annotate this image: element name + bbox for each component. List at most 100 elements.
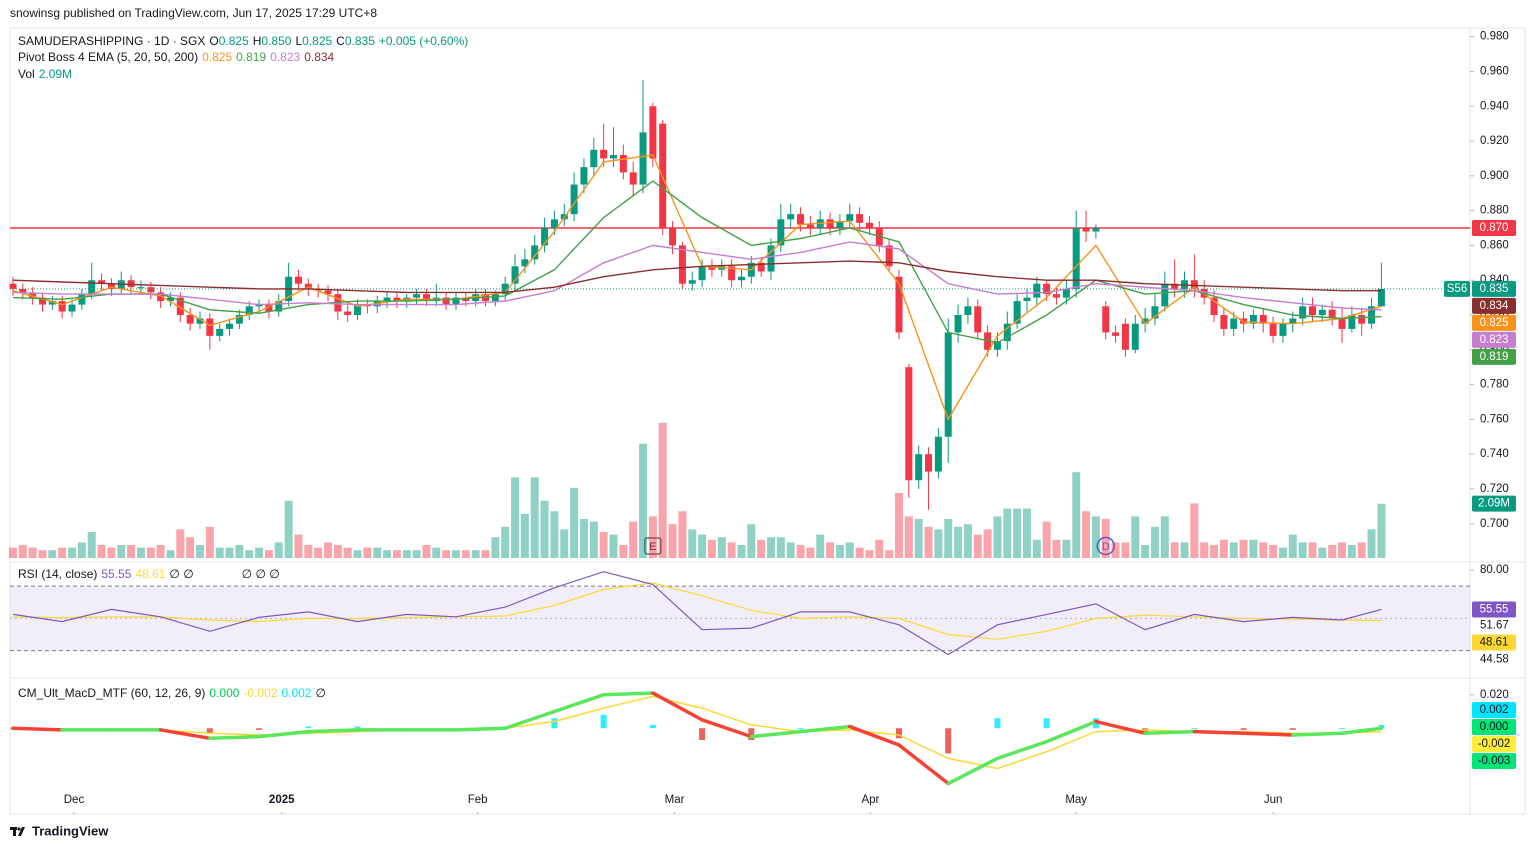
volume-bar xyxy=(865,550,874,558)
candle-body xyxy=(688,280,696,284)
volume-bar xyxy=(481,550,490,558)
volume-bar xyxy=(1022,508,1031,558)
volume-bar xyxy=(688,529,697,558)
candle-body xyxy=(186,315,194,324)
legend-item: 2.09M xyxy=(39,67,72,81)
histogram-bar xyxy=(354,726,361,729)
volume-bar xyxy=(1219,539,1228,558)
candle-body xyxy=(1171,283,1179,289)
y-tick-label: 80.00 xyxy=(1480,564,1509,576)
candle-body xyxy=(678,245,686,284)
volume-bar xyxy=(333,545,342,558)
volume-bar xyxy=(176,529,185,558)
volume-bar xyxy=(146,547,155,558)
legend-item: Vol xyxy=(18,67,35,81)
y-tick-label: 0.920 xyxy=(1480,135,1509,147)
volume-bar xyxy=(294,534,303,558)
volume-bar xyxy=(1269,545,1278,558)
candle-body xyxy=(29,292,37,298)
brand: TradingView xyxy=(32,823,109,838)
volume-bar xyxy=(1377,503,1386,558)
macd-segment xyxy=(897,743,950,786)
volume-bar xyxy=(1259,542,1268,558)
candle-body xyxy=(777,219,785,246)
volume-bar xyxy=(648,516,657,558)
candle-body xyxy=(354,304,362,316)
candle-body xyxy=(1377,288,1385,307)
candle-body xyxy=(669,228,677,246)
volume-bar xyxy=(1190,503,1199,558)
macd-tag: -0.003 xyxy=(1478,755,1511,767)
volume-bar xyxy=(77,542,86,558)
candle-body xyxy=(846,214,854,222)
candle-body xyxy=(698,266,706,281)
volume-bar xyxy=(914,519,923,558)
candle-body xyxy=(570,184,578,215)
volume-bar xyxy=(668,524,677,558)
histogram-bar xyxy=(1339,728,1346,730)
volume-bar xyxy=(767,537,776,558)
ema-tag: 0.834 xyxy=(1480,300,1509,312)
legend-item: 55.55 xyxy=(101,567,131,581)
volume-bar xyxy=(589,521,598,558)
candle-body xyxy=(797,214,805,225)
histogram-bar xyxy=(206,728,213,734)
volume-bar xyxy=(717,537,726,558)
macd-tag: 0.000 xyxy=(1480,721,1509,733)
macd-segment xyxy=(1241,731,1295,737)
y-tick-label: 0.980 xyxy=(1480,31,1509,43)
candle-body xyxy=(452,297,460,305)
volume-bar xyxy=(471,550,480,558)
rsi-ma-tag-bg xyxy=(1472,634,1516,651)
legend-item: 0.000 xyxy=(209,686,239,700)
candle-body xyxy=(176,297,184,316)
volume-bar xyxy=(1160,516,1169,558)
histogram-bar xyxy=(256,728,263,730)
candle-body xyxy=(1299,306,1307,319)
volume-bar xyxy=(983,529,992,558)
volume-bar xyxy=(1288,534,1297,558)
candle-body xyxy=(915,454,923,481)
legend-item: C xyxy=(336,34,345,48)
volume-bar xyxy=(402,550,411,558)
volume-bar xyxy=(501,526,510,558)
x-tick-label: Apr xyxy=(861,794,879,806)
candle-body xyxy=(1230,318,1238,329)
macd-tag: 0.002 xyxy=(1480,704,1509,716)
candle-body xyxy=(196,318,204,324)
volume-bar xyxy=(511,477,520,558)
ema-tag: 0.823 xyxy=(1480,334,1509,346)
volume-bar xyxy=(904,516,913,558)
macd-tag-bg xyxy=(1472,702,1516,718)
rsi-ma-line xyxy=(12,582,1382,640)
candle-body xyxy=(826,219,834,229)
legend-item: RSI (14, close) xyxy=(18,567,97,581)
candle-body xyxy=(1102,306,1110,333)
legend-item: ∅ ∅ ∅ xyxy=(242,567,280,581)
volume-bar xyxy=(1210,545,1219,558)
candle-body xyxy=(107,283,115,289)
macd-segment xyxy=(1291,731,1344,737)
event-marker xyxy=(644,537,662,555)
macd-segment xyxy=(306,728,360,734)
candle-body xyxy=(1190,280,1198,289)
volume-tag-bg xyxy=(1472,495,1516,512)
volume-bar xyxy=(954,526,963,558)
countdown: S56 xyxy=(1447,283,1467,295)
volume-bar xyxy=(786,542,795,558)
volume-bar xyxy=(579,519,588,558)
macd-tag-bg xyxy=(1472,736,1516,752)
volume-bar xyxy=(1338,542,1347,558)
legend-value: 0.819 xyxy=(236,50,266,64)
volume-bar xyxy=(1141,545,1150,558)
candle-body xyxy=(1023,297,1031,302)
signal-line xyxy=(12,695,1382,770)
candle-body xyxy=(383,297,391,302)
candle-body xyxy=(865,222,873,229)
candle-body xyxy=(422,294,430,302)
volume-bar xyxy=(38,550,47,558)
candle-body xyxy=(78,294,86,305)
legend-value: 0.834 xyxy=(304,50,334,64)
candle-body xyxy=(137,287,145,289)
candle-body xyxy=(1368,306,1376,324)
